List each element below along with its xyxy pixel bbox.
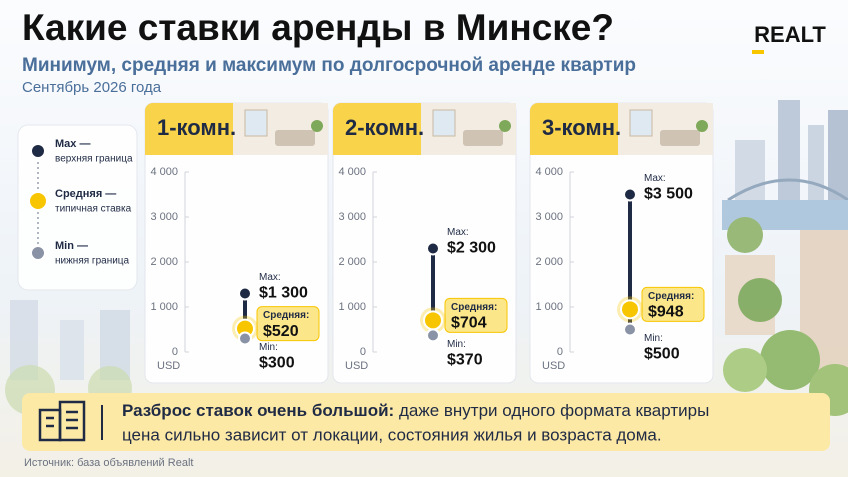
y-tick-label: 3 000 bbox=[535, 211, 563, 223]
room-furniture bbox=[463, 130, 503, 146]
y-axis-label: USD bbox=[157, 360, 180, 372]
legend-label: Min — bbox=[55, 240, 88, 252]
range-dot bbox=[623, 322, 637, 337]
value-label: $520 bbox=[263, 323, 299, 340]
y-tick-label: 3 000 bbox=[150, 211, 178, 223]
note-line: Разброс ставок очень большой: даже внутр… bbox=[122, 401, 709, 420]
series-name: Max: bbox=[259, 272, 281, 283]
title: Какие ставки аренды в Минске? bbox=[22, 7, 614, 48]
legend-desc: верхняя граница bbox=[55, 154, 133, 165]
legend-desc: типичная ставка bbox=[55, 204, 132, 215]
room-plant bbox=[696, 120, 708, 132]
average-label-box bbox=[256, 306, 320, 342]
y-axis-label: USD bbox=[542, 360, 565, 372]
series-name: Min: bbox=[644, 333, 663, 344]
y-tick-label: 1 000 bbox=[338, 301, 366, 313]
note-bold: Разброс ставок очень большой: bbox=[122, 401, 394, 420]
legend-dot bbox=[28, 191, 48, 211]
room-furniture bbox=[275, 130, 315, 146]
y-tick-label: 0 bbox=[557, 346, 563, 358]
logo-accent bbox=[752, 50, 764, 54]
series-name: Max: bbox=[644, 173, 666, 184]
y-tick-label: 1 000 bbox=[150, 301, 178, 313]
note-line-2: цена сильно зависит от локации, состояни… bbox=[122, 425, 662, 444]
series-name: Min: bbox=[447, 339, 466, 350]
y-tick-label: 0 bbox=[172, 346, 178, 358]
series-name: Max: bbox=[447, 227, 469, 238]
value-label: $1 300 bbox=[259, 285, 308, 302]
value-label: $370 bbox=[447, 352, 483, 369]
y-tick-label: 2 000 bbox=[535, 256, 563, 268]
legend-label: Max — bbox=[55, 138, 90, 150]
value-label: $2 300 bbox=[447, 240, 496, 257]
range-dot bbox=[426, 328, 440, 343]
range-dot bbox=[426, 241, 440, 256]
y-tick-label: 2 000 bbox=[150, 256, 178, 268]
legend-dot bbox=[30, 143, 46, 159]
source: Источник: база объявлений Realt bbox=[24, 457, 193, 469]
legend-dot bbox=[30, 245, 46, 261]
range-dot bbox=[423, 310, 443, 331]
range-dot bbox=[238, 286, 252, 301]
average-label-box bbox=[641, 286, 705, 322]
y-tick-label: 2 000 bbox=[338, 256, 366, 268]
range-dot bbox=[620, 299, 640, 320]
note-text: даже внутри одного формата квартиры bbox=[394, 401, 709, 420]
y-tick-label: 0 bbox=[360, 346, 366, 358]
range-dot bbox=[623, 187, 637, 202]
series-name: Средняя: bbox=[263, 310, 309, 321]
average-label-box bbox=[444, 297, 508, 333]
series-name: Средняя: bbox=[648, 291, 694, 302]
legend-label: Средняя — bbox=[55, 188, 116, 200]
y-tick-label: 4 000 bbox=[535, 166, 563, 178]
panel-title: 3-комн. bbox=[542, 115, 621, 140]
panel-title: 1-комн. bbox=[157, 115, 236, 140]
legend-desc: нижняя граница bbox=[55, 256, 130, 267]
value-label: $300 bbox=[259, 355, 295, 372]
room-window bbox=[629, 109, 653, 137]
y-tick-label: 4 000 bbox=[150, 166, 178, 178]
building-icon bbox=[38, 400, 86, 442]
y-tick-label: 1 000 bbox=[535, 301, 563, 313]
value-label: $500 bbox=[644, 346, 680, 363]
room-plant bbox=[499, 120, 511, 132]
note-box bbox=[22, 393, 830, 451]
room-plant bbox=[311, 120, 323, 132]
value-label: $704 bbox=[451, 315, 487, 332]
series-name: Min: bbox=[259, 342, 278, 353]
date: Сентябрь 2026 года bbox=[22, 79, 162, 96]
panel-title: 2-комн. bbox=[345, 115, 424, 140]
y-tick-label: 3 000 bbox=[338, 211, 366, 223]
value-label: $948 bbox=[648, 304, 684, 321]
range-dot bbox=[238, 331, 252, 346]
y-tick-label: 4 000 bbox=[338, 166, 366, 178]
series-name: Средняя: bbox=[451, 302, 497, 313]
logo: REALT bbox=[754, 22, 826, 47]
value-label: $3 500 bbox=[644, 186, 693, 203]
room-window bbox=[244, 109, 268, 137]
city-illustration bbox=[5, 100, 848, 416]
y-axis-label: USD bbox=[345, 360, 368, 372]
room-furniture bbox=[660, 130, 700, 146]
room-window bbox=[432, 109, 456, 137]
subtitle: Минимум, средняя и максимум по долгосроч… bbox=[22, 55, 636, 76]
legend-box bbox=[17, 124, 138, 291]
